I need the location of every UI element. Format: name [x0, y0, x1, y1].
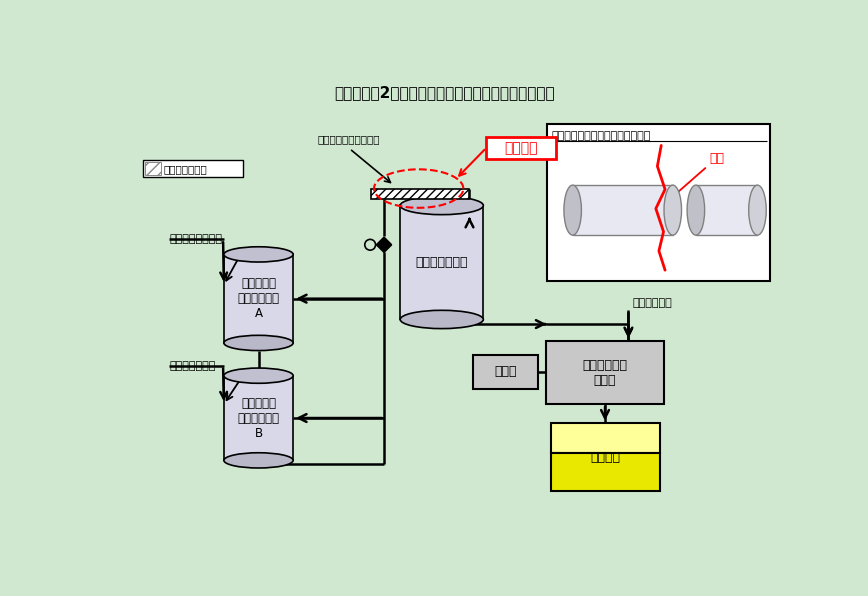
Text: ドラミング
バッチタンク
B: ドラミング バッチタンク B: [238, 396, 279, 439]
Ellipse shape: [224, 453, 293, 468]
Ellipse shape: [224, 336, 293, 350]
Polygon shape: [377, 237, 391, 245]
Bar: [551, 423, 661, 453]
Text: 割れのイメージ図（配管下部面）: 割れのイメージ図（配管下部面）: [552, 131, 651, 141]
Bar: [486, 137, 556, 159]
Bar: [371, 188, 470, 199]
Text: 廣液供給タンク: 廣液供給タンク: [416, 256, 468, 269]
Text: ドラミング
バッチタンク
A: ドラミング バッチタンク A: [238, 277, 279, 320]
Ellipse shape: [749, 185, 766, 235]
Polygon shape: [377, 245, 391, 253]
Bar: [547, 341, 663, 404]
Text: 洗濕排水濃縮液: 洗濕排水濃縮液: [169, 361, 215, 371]
Ellipse shape: [400, 196, 483, 215]
Bar: [224, 254, 293, 343]
Text: 通水確認時の通水範囲: 通水確認時の通水範囲: [317, 134, 379, 144]
Text: 伊方発電技2号機　アスファルト固化装置系統概略図: 伊方発電技2号機 アスファルト固化装置系統概略図: [334, 86, 556, 101]
Text: アスファルト
混和機: アスファルト 混和機: [582, 359, 628, 387]
Text: アスファルト: アスファルト: [632, 297, 672, 308]
Bar: [224, 375, 293, 460]
Bar: [472, 355, 538, 389]
Bar: [696, 185, 758, 235]
Bar: [145, 162, 161, 175]
Bar: [547, 124, 770, 281]
Text: 液体廃棄物濃縮液: 液体廃棄物濃縮液: [169, 234, 222, 244]
Text: ドラム缶: ドラム缶: [591, 451, 621, 464]
Bar: [551, 453, 661, 491]
Text: 当該箇所: 当該箇所: [504, 141, 538, 155]
Ellipse shape: [664, 185, 681, 235]
Ellipse shape: [564, 185, 582, 235]
Text: モータ: モータ: [494, 365, 516, 378]
Bar: [143, 160, 243, 177]
Ellipse shape: [400, 311, 483, 328]
Text: 割れ: 割れ: [710, 152, 725, 165]
Ellipse shape: [224, 247, 293, 262]
Bar: [400, 206, 483, 319]
Text: ：配管取替範囲: ：配管取替範囲: [163, 164, 207, 174]
Bar: [573, 185, 673, 235]
Ellipse shape: [687, 185, 705, 235]
Ellipse shape: [224, 368, 293, 383]
